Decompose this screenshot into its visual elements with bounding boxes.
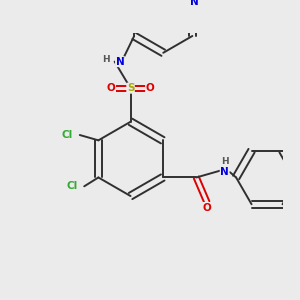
- Text: N: N: [116, 57, 124, 67]
- Text: O: O: [146, 83, 154, 93]
- Text: Cl: Cl: [62, 130, 73, 140]
- Text: N: N: [190, 0, 199, 8]
- Text: N: N: [220, 167, 229, 177]
- Text: H: H: [102, 56, 110, 64]
- Text: H: H: [221, 157, 228, 166]
- Text: O: O: [107, 83, 116, 93]
- Text: S: S: [127, 83, 134, 93]
- Text: O: O: [202, 202, 211, 212]
- Text: Cl: Cl: [66, 181, 77, 191]
